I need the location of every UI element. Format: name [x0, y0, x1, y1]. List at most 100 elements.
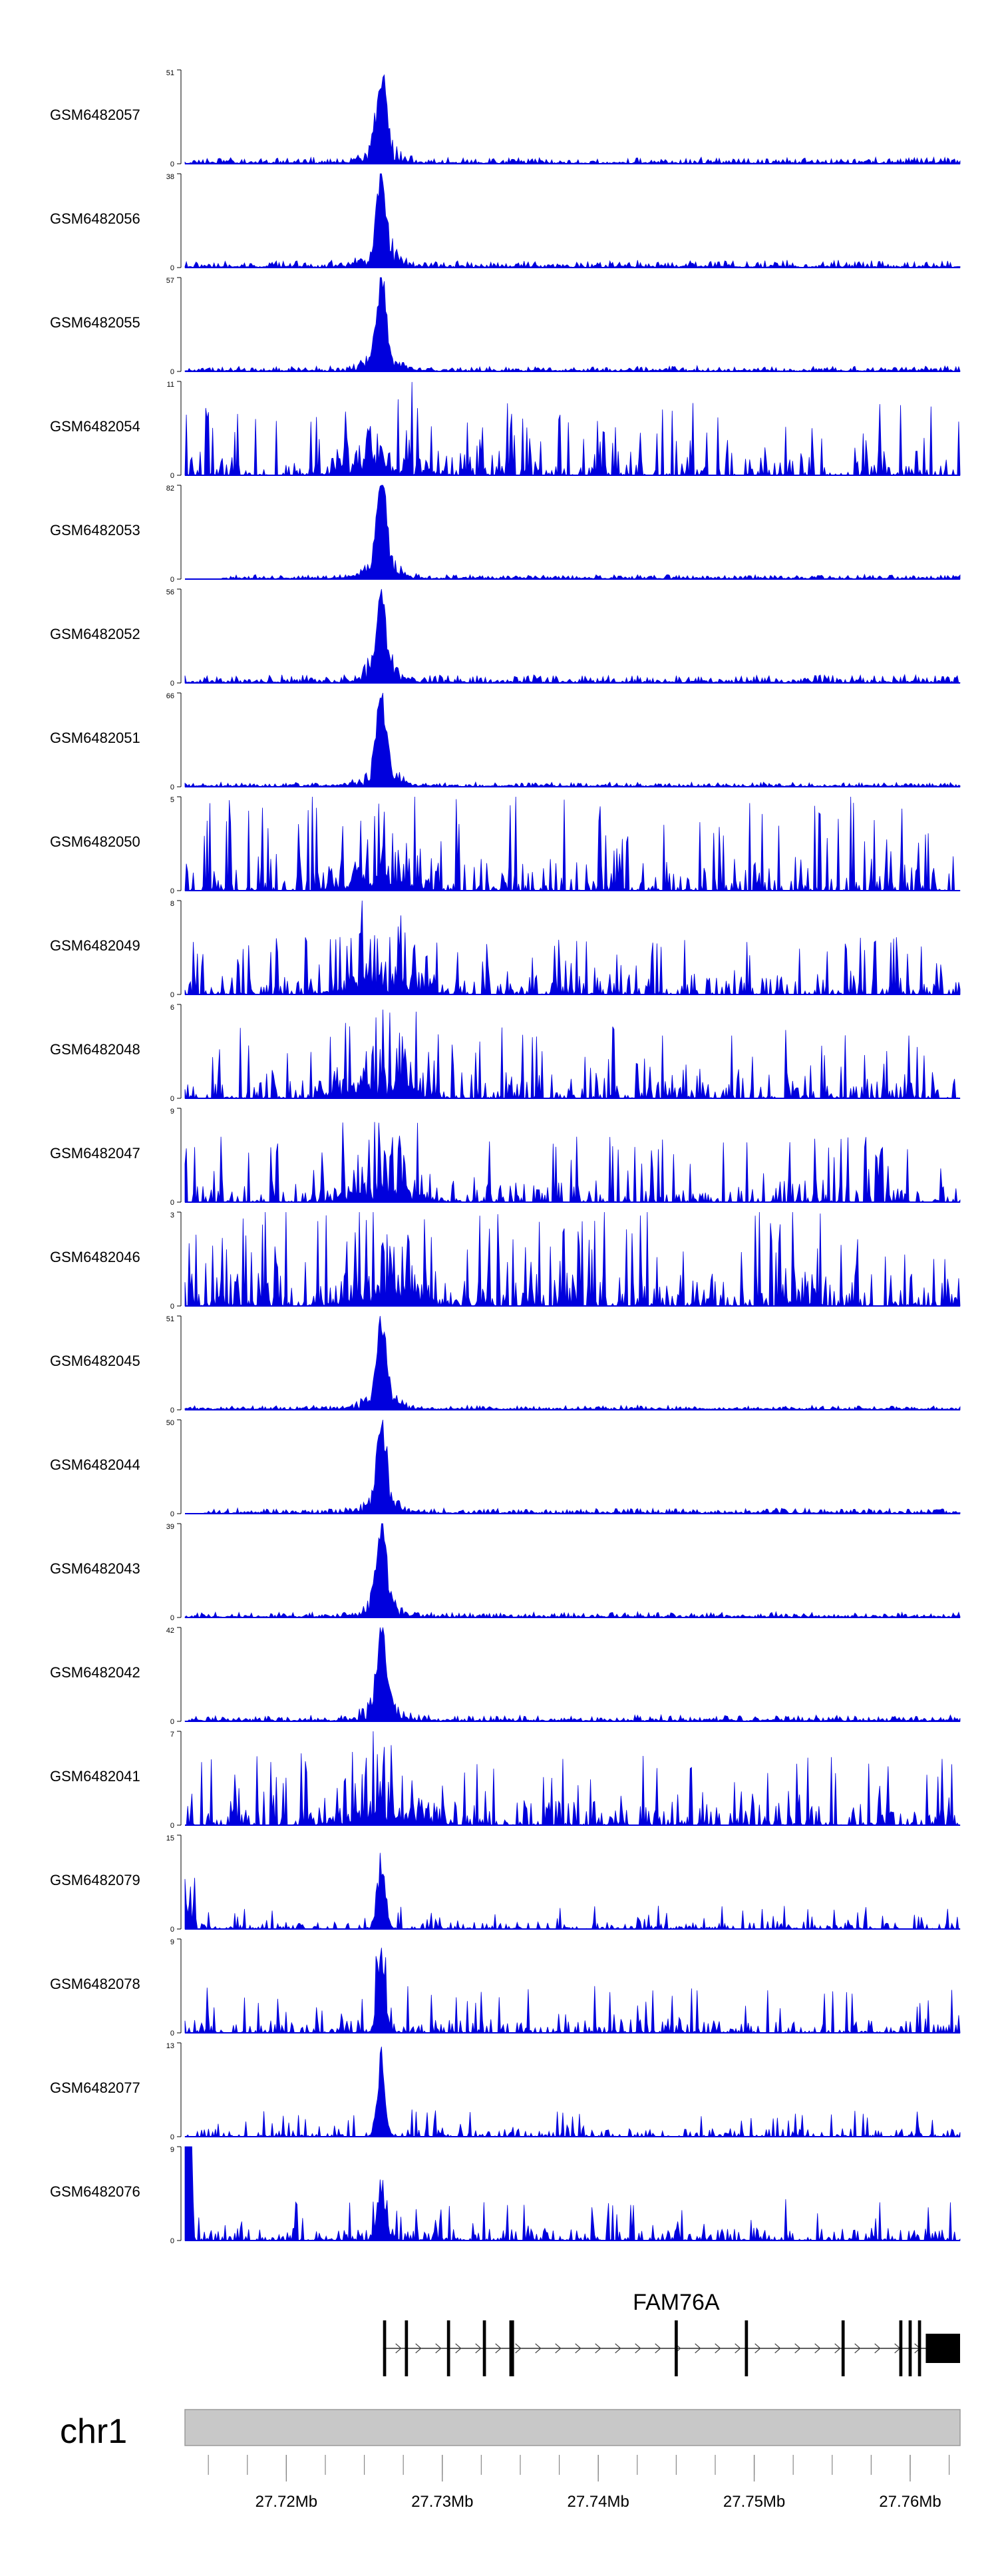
strand-arrow [834, 2343, 841, 2354]
strand-arrow [475, 2343, 482, 2354]
genome-tick-label: 27.72Mb [255, 2493, 317, 2511]
signal-area [184, 692, 961, 787]
y-min-label: 0 [170, 472, 174, 480]
strand-arrow [774, 2343, 781, 2354]
signal-track: GSM6482056 38 0 [50, 173, 961, 272]
strand-arrow [495, 2343, 502, 2354]
signal-track: GSM6482054 11 0 [50, 381, 961, 480]
gene-exon [908, 2320, 912, 2376]
strand-arrow [655, 2343, 661, 2354]
y-max-label: 9 [170, 1108, 174, 1116]
track-sample-label: GSM6482076 [50, 2183, 140, 2200]
track-sample-label: GSM6482041 [50, 1768, 140, 1785]
track-sample-label: GSM6482048 [50, 1041, 140, 1058]
y-max-label: 5 [170, 796, 174, 804]
y-min-label: 0 [170, 2133, 174, 2141]
y-max-label: 13 [166, 2042, 174, 2050]
y-min-label: 0 [170, 1095, 174, 1103]
y-max-label: 3 [170, 1211, 174, 1219]
signal-track: GSM6482050 5 0 [50, 796, 961, 895]
signal-track: GSM6482052 56 0 [50, 588, 961, 688]
signal-track: GSM6482047 9 0 [50, 1108, 961, 1207]
y-min-label: 0 [170, 264, 174, 272]
strand-arrow [635, 2343, 641, 2354]
gene-exon [383, 2320, 387, 2376]
signal-track: GSM6482078 9 0 [50, 1938, 961, 2038]
y-max-label: 42 [166, 1627, 174, 1635]
genome-tick-label: 27.75Mb [723, 2493, 785, 2511]
gene-exon [675, 2320, 678, 2376]
signal-track: GSM6482077 13 0 [50, 2042, 961, 2141]
gene-exon [745, 2320, 748, 2376]
track-sample-label: GSM6482057 [50, 107, 140, 123]
strand-arrow [814, 2343, 821, 2354]
strand-arrow [874, 2343, 881, 2354]
signal-area [184, 1852, 961, 1930]
y-min-label: 0 [170, 1718, 174, 1726]
signal-track: GSM6482042 42 0 [50, 1627, 961, 1726]
strand-arrow [415, 2343, 422, 2354]
strand-arrow [715, 2343, 721, 2354]
y-max-label: 9 [170, 1938, 174, 1946]
strand-arrow [535, 2343, 542, 2354]
signal-area [184, 1627, 961, 1722]
track-sample-label: GSM6482047 [50, 1145, 140, 1162]
y-max-label: 6 [170, 1004, 174, 1012]
track-sample-label: GSM6482043 [50, 1560, 140, 1577]
strand-arrow [695, 2343, 701, 2354]
y-min-label: 0 [170, 576, 174, 584]
track-sample-label: GSM6482045 [50, 1353, 140, 1369]
gene-exon [405, 2320, 409, 2376]
track-sample-label: GSM6482056 [50, 210, 140, 227]
y-min-label: 0 [170, 887, 174, 895]
y-min-label: 0 [170, 2237, 174, 2245]
track-sample-label: GSM6482046 [50, 1249, 140, 1265]
gene-exon [899, 2320, 903, 2376]
signal-track: GSM6482079 15 0 [50, 1834, 961, 1934]
genome-tick-label: 27.73Mb [411, 2493, 473, 2511]
gene-exon [841, 2320, 845, 2376]
track-sample-label: GSM6482052 [50, 626, 140, 642]
gene-exon [509, 2320, 514, 2376]
strand-arrow [455, 2343, 462, 2354]
genome-axis: 27.72Mb 27.73Mb 27.74Mb 27.75Mb 27.76Mb [208, 2455, 950, 2511]
y-min-label: 0 [170, 1822, 174, 1830]
signal-track: GSM6482057 51 0 [50, 69, 961, 168]
y-max-label: 56 [166, 588, 174, 596]
y-max-label: 82 [166, 485, 174, 493]
genome-tick-label: 27.74Mb [567, 2493, 629, 2511]
gene-model-track: FAM76A [383, 2290, 960, 2376]
y-max-label: 39 [166, 1523, 174, 1531]
signal-area [184, 1523, 961, 1619]
y-max-label: 8 [170, 900, 174, 908]
strand-arrow [515, 2343, 522, 2354]
y-min-label: 0 [170, 1303, 174, 1311]
y-max-label: 51 [166, 1315, 174, 1323]
signal-track: GSM6482076 9 0 [50, 2146, 961, 2245]
track-sample-label: GSM6482044 [50, 1456, 140, 1473]
track-sample-label: GSM6482051 [50, 730, 140, 746]
y-min-label: 0 [170, 991, 174, 999]
track-sample-label: GSM6482077 [50, 2079, 140, 2096]
signal-area [184, 900, 961, 996]
y-max-label: 66 [166, 692, 174, 700]
y-max-label: 7 [170, 1731, 174, 1739]
track-sample-label: GSM6482049 [50, 937, 140, 954]
signal-track: GSM6482055 57 0 [50, 277, 961, 376]
y-max-label: 50 [166, 1419, 174, 1427]
strand-arrow [735, 2343, 741, 2354]
signal-track: GSM6482043 39 0 [50, 1523, 961, 1622]
track-sample-label: GSM6482055 [50, 314, 140, 331]
chromosome-label: chr1 [60, 2412, 127, 2451]
chromosome-ideogram: chr1 [60, 2409, 961, 2451]
signal-track: GSM6482041 7 0 [50, 1731, 961, 1830]
y-max-label: 9 [170, 2146, 174, 2154]
y-min-label: 0 [170, 783, 174, 791]
signal-track: GSM6482048 6 0 [50, 1004, 961, 1103]
signal-track: GSM6482053 82 0 [50, 485, 961, 584]
y-max-label: 11 [167, 381, 174, 389]
signal-area [184, 1009, 961, 1100]
strand-arrow [794, 2343, 801, 2354]
gene-exon [925, 2334, 960, 2363]
